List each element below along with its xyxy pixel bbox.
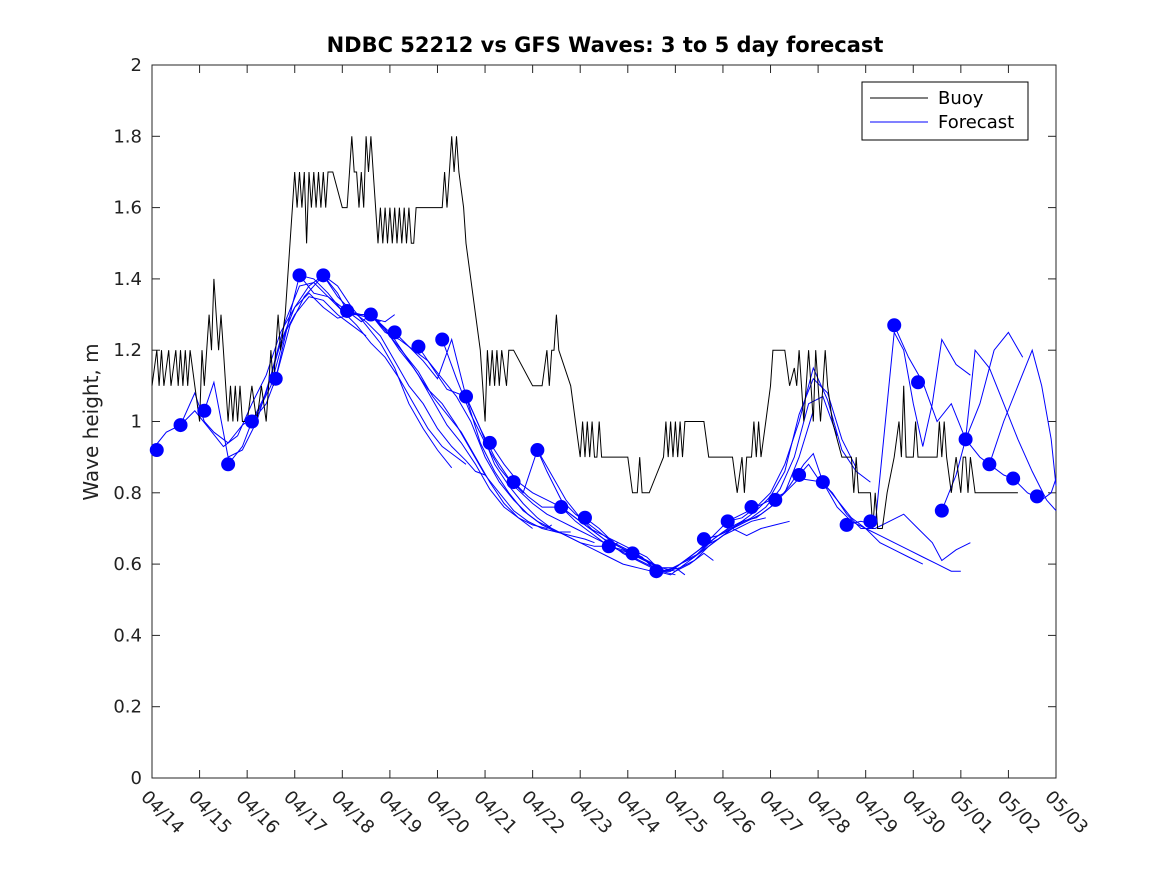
- forecast-marker: [197, 403, 212, 418]
- y-tick-label: 1.2: [113, 340, 142, 361]
- forecast-marker: [934, 503, 949, 518]
- forecast-line: [703, 452, 924, 565]
- forecast-line: [941, 348, 1057, 511]
- y-tick-label: 1.6: [113, 198, 142, 219]
- y-tick-label: 0.4: [113, 625, 142, 646]
- forecast-line: [394, 332, 619, 547]
- forecast-marker: [292, 268, 307, 283]
- forecast-marker: [459, 389, 474, 404]
- y-tick-label: 2: [131, 55, 142, 76]
- y-tick-label: 0: [131, 768, 142, 789]
- forecast-marker: [411, 339, 426, 354]
- forecast-line: [656, 366, 871, 572]
- forecast-line: [608, 395, 838, 572]
- forecast-marker: [839, 517, 854, 532]
- legend-forecast-label: Forecast: [938, 112, 1014, 133]
- legend-buoy-label: Buoy: [938, 88, 984, 109]
- forecast-line: [299, 274, 533, 529]
- forecast-marker: [911, 375, 926, 390]
- forecast-marker: [1006, 471, 1021, 486]
- forecast-marker: [792, 467, 807, 482]
- forecast-marker: [506, 475, 521, 490]
- forecast-marker: [530, 443, 545, 458]
- legend: Buoy Forecast: [861, 81, 1029, 141]
- forecast-marker: [625, 546, 640, 561]
- forecast-marker: [149, 443, 164, 458]
- forecast-line: [275, 274, 486, 476]
- forecast-marker: [768, 492, 783, 507]
- forecast-marker: [720, 514, 735, 529]
- y-axis-label: Wave height, m: [79, 343, 103, 500]
- forecast-line: [151, 296, 367, 451]
- forecast-marker: [696, 532, 711, 547]
- forecast-marker: [244, 414, 259, 429]
- y-tick-label: 1.8: [113, 126, 142, 147]
- forecast-marker: [1029, 489, 1044, 504]
- forecast-marker: [982, 457, 997, 472]
- forecast-line: [322, 274, 553, 530]
- forecast-line: [893, 324, 1024, 441]
- forecast-marker: [863, 514, 878, 529]
- forecast-marker: [435, 332, 450, 347]
- chart-title: NDBC 52212 vs GFS Waves: 3 to 5 day fore…: [327, 33, 884, 57]
- forecast-marker: [649, 564, 664, 579]
- forecast-line: [251, 274, 467, 465]
- forecast-marker: [577, 510, 592, 525]
- y-tick-label: 0.6: [113, 554, 142, 575]
- forecast-marker: [815, 475, 830, 490]
- forecast-marker: [387, 325, 402, 340]
- buoy-line: [151, 136, 1018, 529]
- forecast-line: [441, 339, 676, 576]
- forecast-marker: [482, 435, 497, 450]
- y-tick-label: 0.8: [113, 483, 142, 504]
- forecast-marker: [268, 371, 283, 386]
- forecast-marker: [173, 418, 188, 433]
- forecast-line: [346, 310, 571, 533]
- forecast-line: [227, 274, 453, 469]
- forecast-marker: [958, 432, 973, 447]
- forecast-line: [965, 348, 1057, 486]
- y-tick-label: 0.2: [113, 697, 142, 718]
- forecast-marker: [554, 500, 569, 515]
- y-tick-label: 1: [131, 412, 142, 433]
- forecast-marker: [340, 303, 355, 318]
- forecast-marker: [316, 268, 331, 283]
- forecast-marker: [363, 307, 378, 322]
- forecast-marker: [887, 318, 902, 333]
- forecast-marker: [221, 457, 236, 472]
- legend-box: [861, 81, 1029, 141]
- forecast-line: [989, 463, 1057, 501]
- y-tick-label: 1.4: [113, 269, 142, 290]
- forecast-marker: [601, 539, 616, 554]
- forecast-marker: [744, 500, 759, 515]
